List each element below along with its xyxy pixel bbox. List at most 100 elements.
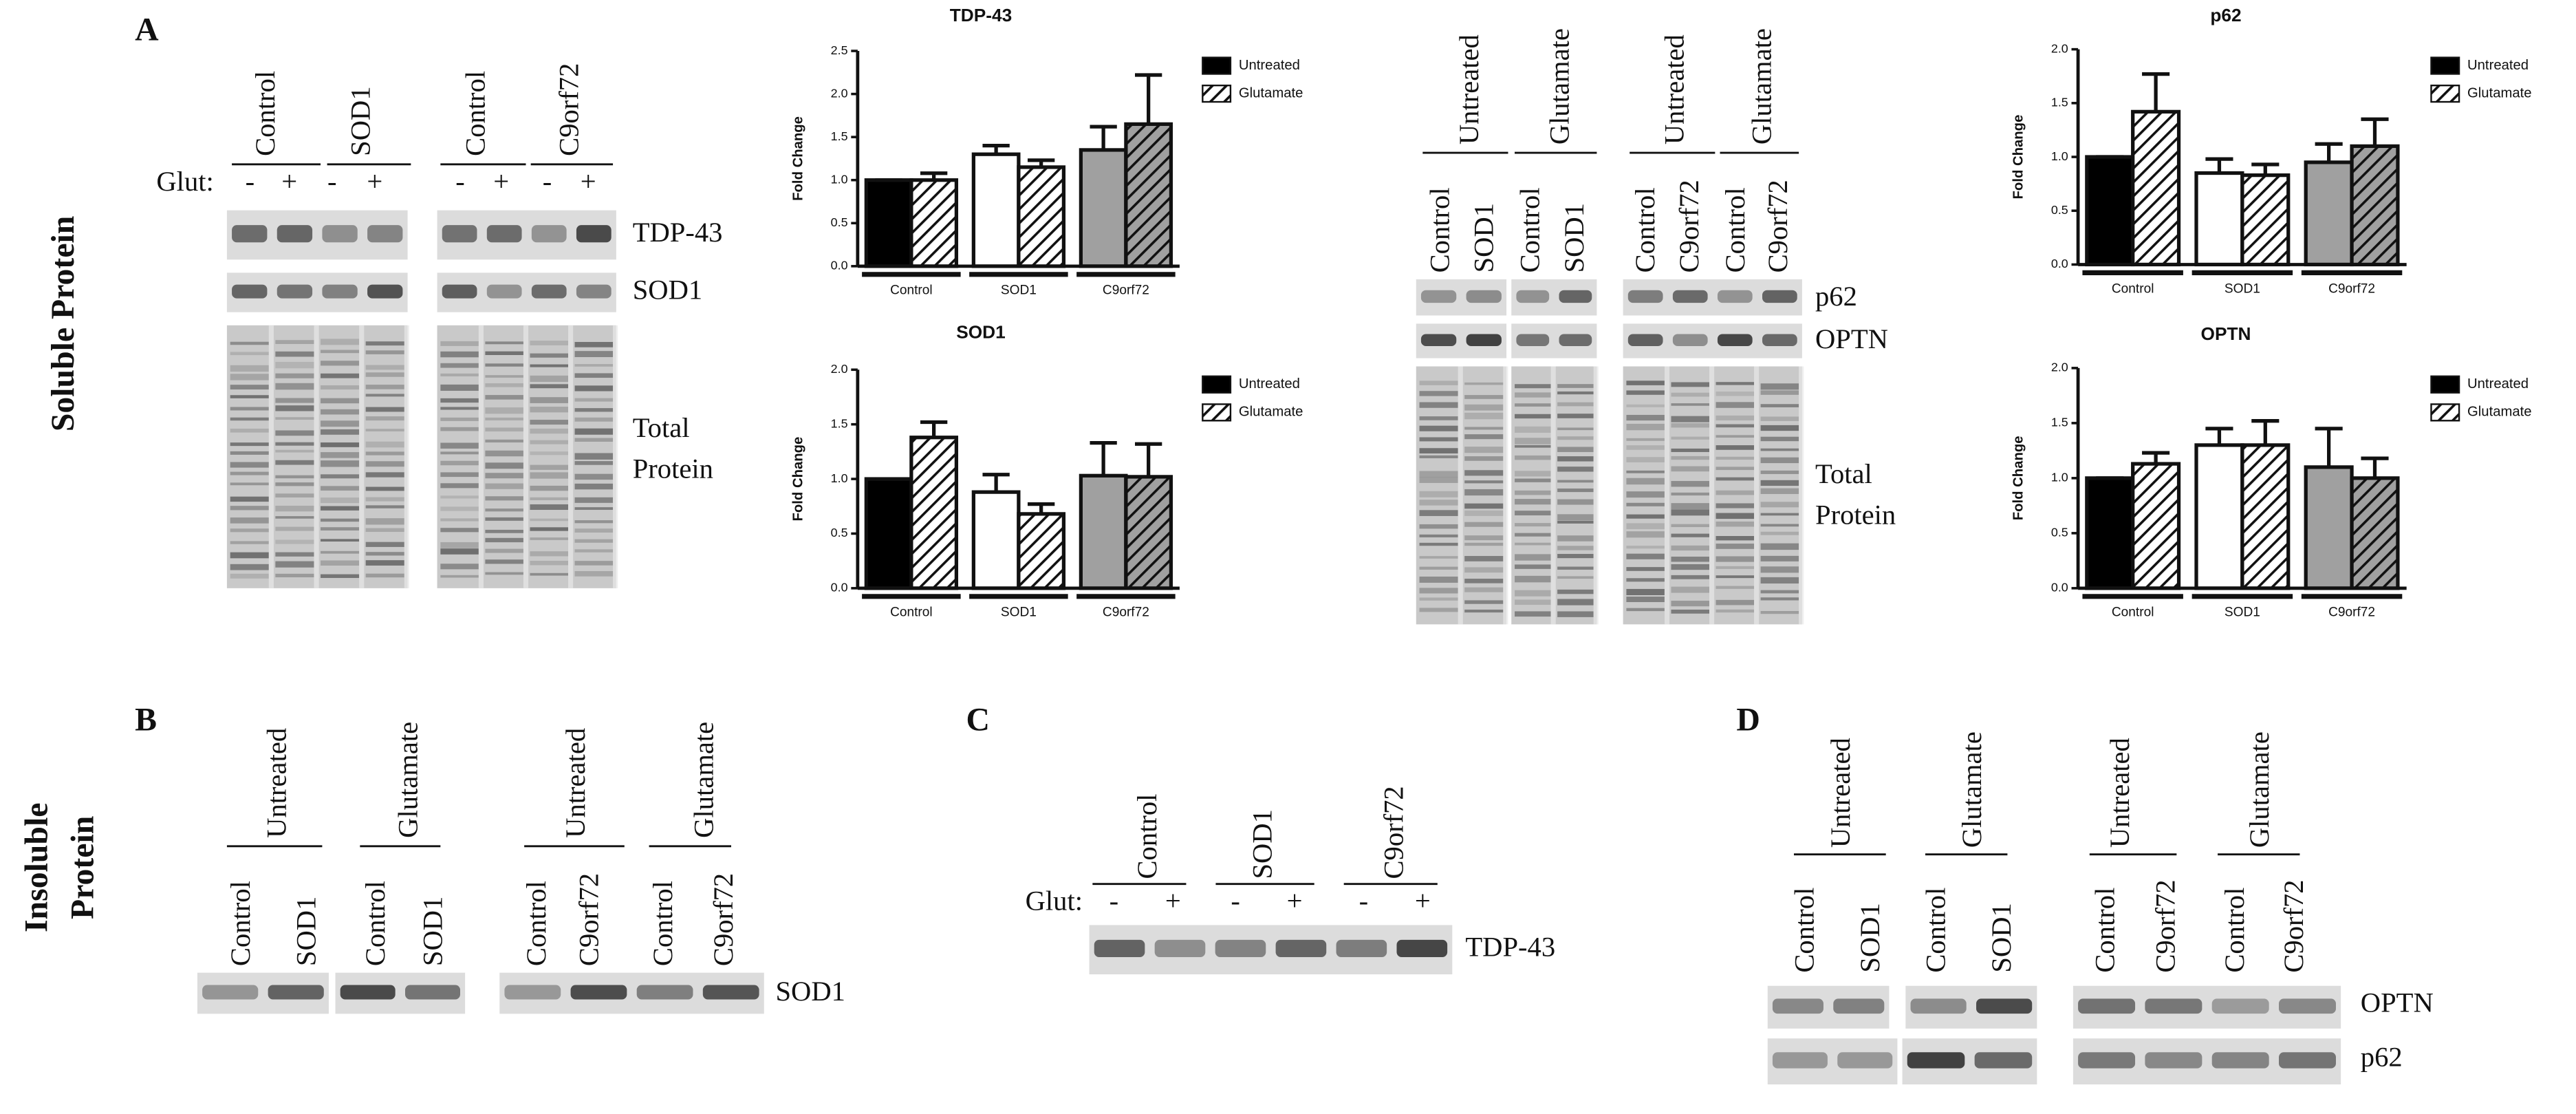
blot-stripe	[1557, 554, 1594, 559]
blot-stripe	[1715, 490, 1755, 495]
blot-stripe	[1515, 438, 1551, 444]
legend-swatch	[1202, 403, 1232, 422]
blot-stripe	[1515, 542, 1551, 546]
blot-stripe	[1419, 534, 1458, 537]
blot-stripe	[321, 452, 360, 458]
blot-stripe	[1515, 392, 1551, 398]
blot-stripe	[1760, 416, 1799, 421]
blot-stripe	[275, 383, 314, 390]
lane-label: C9orf72	[1674, 180, 1704, 272]
y-tick-label: 0.5	[2051, 203, 2068, 217]
blot-stripe	[1626, 588, 1665, 596]
band-label: Protein	[1815, 500, 1896, 531]
blot-band	[1215, 939, 1266, 957]
blot-stripe	[1671, 524, 1709, 528]
blot-stripe	[1464, 510, 1504, 516]
y-tick-label: 1.0	[831, 172, 848, 186]
treatment-header: Untreated	[1659, 34, 1690, 144]
blot-stripe	[1464, 447, 1504, 453]
blot-stripe	[440, 564, 479, 570]
blot-stripe	[321, 518, 360, 522]
blot-stripe	[1557, 391, 1594, 395]
blot-stripe	[1760, 425, 1799, 431]
blot-band	[268, 985, 324, 1000]
blot-stripe	[1671, 423, 1709, 428]
blot-band	[1910, 998, 1967, 1014]
blot-band	[1154, 939, 1206, 957]
blot-lane-gap	[268, 325, 274, 588]
blot-stripe	[485, 427, 523, 432]
y-tick-label: 1.0	[831, 471, 848, 485]
blot-band	[405, 985, 460, 1000]
blot-stripe	[440, 351, 479, 358]
lane-label: Control	[2089, 888, 2120, 973]
blot-stripe	[275, 398, 314, 403]
blot-stripe	[1715, 566, 1755, 569]
lane-label: SOD1	[1854, 903, 1885, 972]
blot-stripe	[1715, 513, 1755, 519]
blot-stripe	[574, 571, 614, 577]
blot-stripe	[440, 472, 479, 478]
treatment-header: Glutamate	[1746, 28, 1777, 144]
blot-band	[1559, 290, 1592, 303]
blot-stripe	[321, 350, 360, 354]
blot-stripe	[1419, 391, 1458, 396]
blot-stripe	[1464, 522, 1504, 527]
legend-swatch	[2430, 84, 2460, 103]
band-label: SOD1	[775, 976, 845, 1007]
blot-stripe	[275, 460, 314, 465]
blot-stripe	[485, 529, 523, 533]
y-tick-label: 0.5	[831, 215, 848, 229]
lane-label: SOD1	[291, 897, 322, 966]
blot-stripe	[1419, 477, 1458, 483]
error-bar	[2205, 157, 2233, 173]
chart-title: TDP-43	[950, 5, 1012, 25]
bar	[864, 477, 913, 590]
blot-band	[232, 225, 268, 243]
lane-label: Control	[1515, 187, 1546, 272]
blot-stripe	[275, 552, 314, 557]
bar	[1124, 475, 1173, 590]
blot-lane-gap	[1664, 366, 1670, 625]
blot-band	[2279, 1052, 2336, 1069]
blot-lane-gap	[1458, 366, 1463, 625]
blot-stripe	[230, 462, 269, 468]
treatment-sign: -	[455, 166, 465, 197]
blot-stripe	[1671, 492, 1709, 496]
blot-stripe	[365, 350, 404, 354]
blot-stripe	[530, 375, 569, 382]
blot-band	[1466, 334, 1502, 347]
treatment-header: Glutamate	[393, 722, 424, 838]
blot-stripe	[1557, 488, 1594, 493]
y-axis-label: Fold Change	[2011, 115, 2026, 200]
blot-band	[576, 284, 611, 299]
blot-stripe	[1626, 478, 1665, 485]
blot-stripe	[1464, 542, 1504, 546]
blot-stripe	[230, 442, 269, 447]
blot-stripe	[1557, 436, 1594, 440]
x-tick-label: Control	[2112, 606, 2154, 620]
treatment-header: Untreated	[1453, 34, 1484, 144]
blot-band	[1976, 998, 2033, 1014]
blot-stripe	[1715, 477, 1755, 481]
blot-stripe	[321, 486, 360, 491]
blot-stripe	[1464, 567, 1504, 573]
lane-label: Control	[521, 881, 552, 966]
blot-stripe	[440, 373, 479, 376]
blot-stripe	[230, 374, 269, 381]
blot-stripe	[275, 449, 314, 453]
blot-band	[2279, 998, 2336, 1014]
blot-stripe	[485, 341, 523, 345]
band-label: SOD1	[633, 274, 702, 305]
blot-stripe	[530, 497, 569, 500]
blot-stripe	[574, 373, 614, 378]
legend-label: Glutamate	[1239, 85, 1303, 100]
blot-stripe	[365, 394, 404, 397]
lane-label: Control	[647, 881, 678, 966]
blot-band	[1672, 334, 1708, 347]
bar	[2085, 476, 2135, 590]
legend-swatch	[2430, 375, 2460, 394]
blot-stripe	[1515, 611, 1551, 617]
blot-stripe	[1557, 599, 1594, 606]
blot-stripe	[485, 473, 523, 479]
